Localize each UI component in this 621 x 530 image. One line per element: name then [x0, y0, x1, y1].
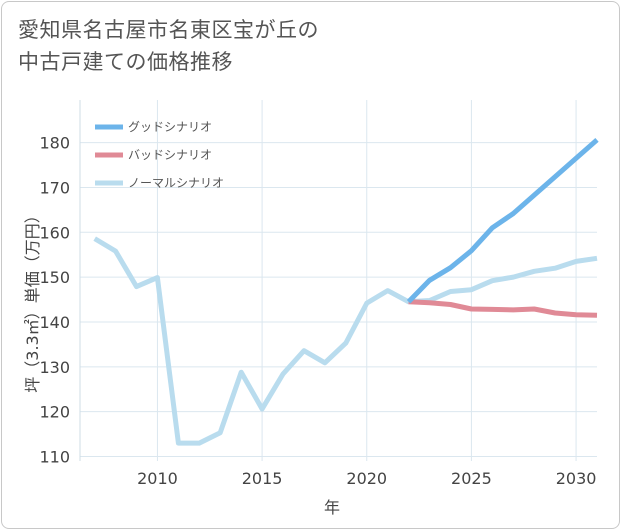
- legend-label-good: グッドシナリオ: [128, 120, 212, 134]
- chart-title-line-2: 中古戸建ての価格推移: [18, 50, 233, 74]
- x-tick-label: 2020: [346, 469, 387, 488]
- series-line-good: [406, 138, 599, 304]
- y-tick-label: 150: [39, 268, 70, 287]
- x-tick-label: 2010: [137, 469, 178, 488]
- y-tick-labels: 110 120 130 140 150 160 170 180: [39, 134, 70, 467]
- y-tick-label: 140: [39, 313, 70, 332]
- y-tick-label: 130: [39, 358, 70, 377]
- legend-label-bad: バッドシナリオ: [128, 148, 212, 162]
- x-tick-label: 2025: [451, 469, 492, 488]
- x-axis-title: 年: [324, 498, 340, 517]
- y-tick-label: 110: [39, 448, 70, 467]
- grid-lines: [79, 100, 597, 461]
- y-axis-title: 坪（3.3㎡）単価（万円）: [23, 207, 42, 392]
- y-tick-label: 120: [39, 403, 70, 422]
- y-tick-label: 160: [39, 223, 70, 242]
- series-line-normal: [93, 236, 598, 446]
- plot-area: [80, 100, 597, 461]
- series-line-bad: [408, 299, 598, 318]
- chart-title-line-1: 愛知県名古屋市名東区宝が丘の: [18, 18, 319, 42]
- legend-label-normal: ノーマルシナリオ: [128, 176, 224, 190]
- chart-title: 愛知県名古屋市名東区宝が丘の 中古戸建ての価格推移: [18, 14, 438, 78]
- y-tick-label: 170: [39, 178, 70, 197]
- x-tick-labels: 2010 2015 2020 2025 2030: [137, 469, 596, 488]
- y-tick-label: 180: [39, 134, 70, 153]
- x-tick-label: 2015: [242, 469, 283, 488]
- series-layer: [93, 138, 599, 446]
- x-tick-label: 2030: [556, 469, 597, 488]
